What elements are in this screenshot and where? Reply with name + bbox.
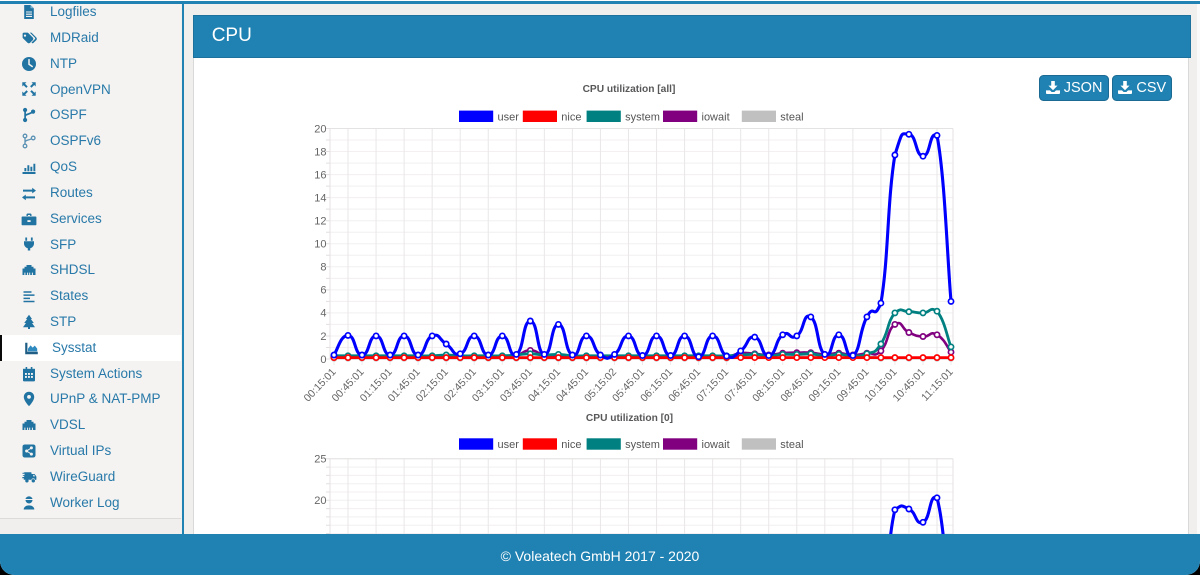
svg-text:user: user bbox=[498, 439, 520, 451]
svg-text:14: 14 bbox=[314, 193, 326, 205]
svg-text:user: user bbox=[498, 112, 520, 124]
svg-text:nice: nice bbox=[561, 439, 581, 451]
svg-text:20: 20 bbox=[314, 123, 326, 135]
svg-text:25: 25 bbox=[314, 454, 326, 466]
svg-text:12: 12 bbox=[314, 216, 326, 228]
svg-text:steal: steal bbox=[780, 439, 803, 451]
svg-text:nice: nice bbox=[561, 112, 581, 124]
svg-text:10: 10 bbox=[314, 239, 326, 251]
svg-text:0: 0 bbox=[320, 354, 326, 366]
svg-text:20: 20 bbox=[314, 495, 326, 507]
svg-text:iowait: iowait bbox=[702, 439, 730, 451]
svg-text:iowait: iowait bbox=[702, 112, 730, 124]
svg-text:CPU utilization [all]: CPU utilization [all] bbox=[583, 84, 676, 95]
svg-text:4: 4 bbox=[320, 308, 326, 320]
svg-text:system: system bbox=[625, 439, 660, 451]
svg-text:8: 8 bbox=[320, 262, 326, 274]
svg-text:6: 6 bbox=[320, 285, 326, 297]
svg-text:18: 18 bbox=[314, 146, 326, 158]
svg-text:2: 2 bbox=[320, 331, 326, 343]
svg-text:CPU utilization [0]: CPU utilization [0] bbox=[586, 413, 673, 424]
svg-text:system: system bbox=[625, 112, 660, 124]
svg-text:16: 16 bbox=[314, 169, 326, 181]
svg-text:steal: steal bbox=[780, 112, 803, 124]
